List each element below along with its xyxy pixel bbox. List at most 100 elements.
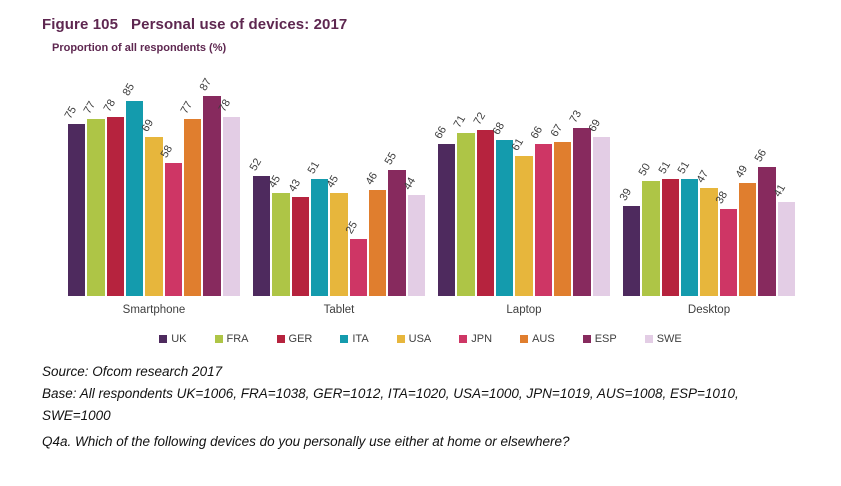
bar-uk-laptop bbox=[438, 144, 456, 296]
legend-item-jpn: JPN bbox=[459, 333, 492, 345]
bar-esp-laptop bbox=[573, 128, 591, 296]
bar-usa-laptop bbox=[515, 155, 533, 296]
bar-slot-esp-laptop: 73 bbox=[568, 68, 591, 296]
bar-swe-tablet bbox=[407, 194, 425, 296]
bar-esp-smartphone bbox=[203, 95, 221, 296]
bar-ita-laptop bbox=[495, 139, 514, 296]
base-text-line2: SWE=1000 bbox=[42, 408, 111, 423]
bar-slot-ita-desktop: 51 bbox=[675, 68, 699, 296]
bar-ita-tablet bbox=[310, 178, 329, 296]
chart-subtitle: Proportion of all respondents (%) bbox=[52, 42, 227, 54]
legend-label: FRA bbox=[226, 333, 249, 345]
bar-uk-smartphone bbox=[68, 123, 86, 296]
bar-slot-ger-tablet: 43 bbox=[286, 68, 309, 296]
legend-label: UK bbox=[171, 333, 187, 345]
bar-fra-laptop bbox=[457, 132, 475, 296]
bar-slot-fra-smartphone: 77 bbox=[82, 68, 105, 296]
bar-value-label: 66 bbox=[432, 124, 449, 142]
legend-item-usa: USA bbox=[396, 333, 431, 345]
bar-groups: 75 77 78 85 69 58 77 87 78 52 45 43 51 45 25 46 55 44 66 71… bbox=[62, 68, 795, 296]
source-text: Source: Ofcom research 2017 bbox=[42, 364, 223, 379]
bar-swe-desktop bbox=[777, 201, 795, 296]
bar-group-smartphone: 75 77 78 85 69 58 77 87 78 bbox=[62, 68, 240, 296]
bar-slot-aus-smartphone: 77 bbox=[178, 68, 202, 296]
bar-esp-desktop bbox=[758, 167, 776, 296]
legend-item-swe: SWE bbox=[644, 333, 682, 345]
bar-fra-tablet bbox=[272, 192, 290, 296]
bar-value-label: 39 bbox=[617, 186, 634, 204]
legend-swatch-icon bbox=[276, 335, 285, 343]
bar-uk-desktop bbox=[623, 206, 641, 296]
bar-slot-esp-smartphone: 87 bbox=[198, 68, 221, 296]
legend-swatch-icon bbox=[396, 335, 405, 343]
bar-group-desktop: 39 50 51 51 47 38 49 56 41 bbox=[617, 68, 795, 296]
bar-jpn-smartphone bbox=[164, 162, 182, 296]
bar-swe-laptop bbox=[592, 137, 610, 296]
bar-jpn-tablet bbox=[349, 238, 367, 296]
legend-swatch-icon bbox=[644, 335, 653, 343]
bar-uk-tablet bbox=[253, 176, 271, 296]
category-label-laptop: Laptop bbox=[506, 304, 542, 316]
bar-value-label: 75 bbox=[62, 103, 79, 121]
bar-jpn-laptop bbox=[534, 144, 552, 296]
bar-esp-tablet bbox=[388, 169, 406, 296]
bar-aus-smartphone bbox=[183, 118, 202, 296]
bar-usa-smartphone bbox=[145, 137, 163, 296]
bar-ger-tablet bbox=[291, 197, 309, 296]
bar-slot-jpn-laptop: 66 bbox=[529, 68, 552, 296]
legend-swatch-icon bbox=[520, 335, 529, 343]
category-axis: Smartphone Tablet Laptop Desktop bbox=[68, 304, 795, 316]
category-label-desktop: Desktop bbox=[687, 304, 731, 316]
legend-swatch-icon bbox=[159, 335, 168, 343]
bar-slot-usa-smartphone: 69 bbox=[140, 68, 163, 296]
legend-item-ger: GER bbox=[276, 333, 313, 345]
legend-item-esp: ESP bbox=[582, 333, 617, 345]
footer-notes: Source: Ofcom research 2017 Base: All re… bbox=[42, 361, 799, 453]
bar-ger-desktop bbox=[661, 178, 679, 296]
figure-title-text: Personal use of devices: 2017 bbox=[131, 16, 348, 33]
bar-slot-fra-tablet: 45 bbox=[267, 68, 290, 296]
bar-slot-usa-laptop: 61 bbox=[510, 68, 533, 296]
bar-ger-smartphone bbox=[106, 116, 124, 296]
legend-item-aus: AUS bbox=[520, 333, 555, 345]
bar-slot-fra-laptop: 71 bbox=[452, 68, 475, 296]
bar-slot-usa-desktop: 47 bbox=[695, 68, 718, 296]
bar-slot-esp-tablet: 55 bbox=[383, 68, 406, 296]
bar-slot-uk-smartphone: 75 bbox=[62, 68, 86, 296]
bar-slot-ita-laptop: 68 bbox=[490, 68, 514, 296]
bar-slot-jpn-desktop: 38 bbox=[714, 68, 737, 296]
legend-label: ESP bbox=[594, 333, 617, 345]
question-text: Q4a. Which of the following devices do y… bbox=[42, 434, 570, 449]
legend-item-uk: UK bbox=[159, 333, 187, 345]
bar-ger-laptop bbox=[476, 130, 494, 296]
bar-slot-uk-laptop: 66 bbox=[432, 68, 456, 296]
bar-slot-swe-desktop: 41 bbox=[772, 68, 795, 296]
legend-label: SWE bbox=[656, 333, 682, 345]
bar-slot-ger-smartphone: 78 bbox=[101, 68, 124, 296]
bar-slot-jpn-smartphone: 58 bbox=[159, 68, 182, 296]
bar-value-label: 52 bbox=[247, 156, 264, 174]
legend-item-fra: FRA bbox=[214, 333, 249, 345]
bar-slot-esp-desktop: 56 bbox=[753, 68, 776, 296]
bar-slot-ita-smartphone: 85 bbox=[120, 68, 144, 296]
bar-slot-ita-tablet: 51 bbox=[305, 68, 329, 296]
bar-fra-desktop bbox=[642, 181, 660, 296]
bar-fra-smartphone bbox=[87, 118, 105, 296]
legend-swatch-icon bbox=[459, 335, 468, 343]
bar-slot-swe-smartphone: 78 bbox=[217, 68, 240, 296]
bar-ita-desktop bbox=[680, 178, 699, 296]
legend-label: JPN bbox=[471, 333, 493, 345]
legend-label: ITA bbox=[352, 333, 369, 345]
bar-slot-fra-desktop: 50 bbox=[637, 68, 660, 296]
category-label-tablet: Tablet bbox=[323, 304, 355, 316]
bar-slot-uk-desktop: 39 bbox=[617, 68, 641, 296]
legend-item-ita: ITA bbox=[340, 333, 369, 345]
bar-usa-tablet bbox=[330, 192, 348, 296]
legend-swatch-icon bbox=[214, 335, 223, 343]
base-text-line1: Base: All respondents UK=1006, FRA=1038,… bbox=[42, 386, 739, 401]
bar-jpn-desktop bbox=[719, 208, 737, 296]
bar-group-tablet: 52 45 43 51 45 25 46 55 44 bbox=[247, 68, 425, 296]
bar-aus-desktop bbox=[738, 183, 757, 296]
bar-slot-aus-laptop: 67 bbox=[548, 68, 572, 296]
legend-label: GER bbox=[288, 333, 313, 345]
